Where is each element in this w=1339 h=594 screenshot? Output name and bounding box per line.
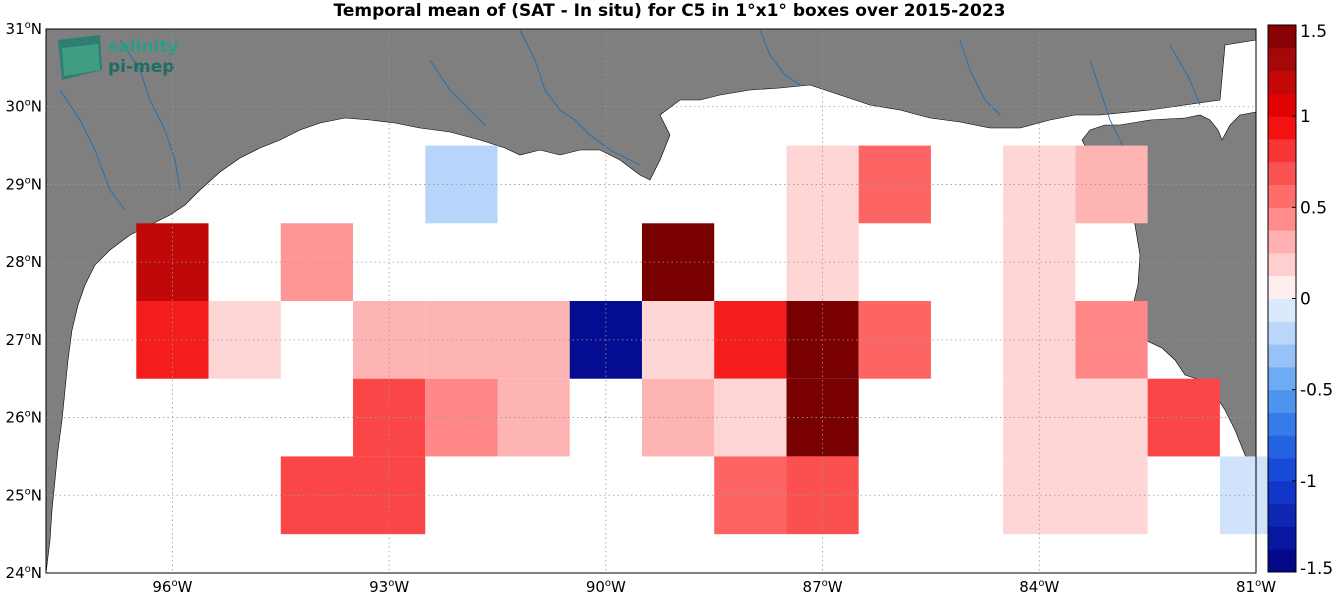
colorbar-level	[1268, 70, 1296, 94]
colorbar-level	[1268, 161, 1296, 186]
logo-line2: pi-mep	[108, 57, 174, 77]
colorbar-level	[1268, 25, 1296, 49]
colorbar-level	[1268, 275, 1296, 299]
land-north-coast	[45, 28, 1257, 574]
tick-label: 87oW	[803, 578, 843, 594]
colorbar-level	[1268, 480, 1296, 505]
colorbar-level	[1268, 298, 1296, 322]
river-st-johns	[1169, 44, 1201, 106]
river-suwannee	[1089, 59, 1126, 151]
colorbar-tick-label: -0.5	[1300, 381, 1333, 401]
tick-label: 84oW	[1019, 578, 1059, 594]
colorbar-level	[1268, 321, 1296, 345]
river-mississippi	[519, 29, 641, 166]
tick-label: 26oN	[6, 409, 42, 427]
colorbar-level	[1268, 435, 1296, 459]
colorbar-level	[1268, 116, 1296, 140]
tick-label: 90oW	[586, 578, 626, 594]
tick-label: 27oN	[6, 331, 42, 349]
tick-label: 81oW	[1236, 578, 1276, 594]
river-apalachicola	[959, 39, 1001, 116]
colorbar-level	[1268, 412, 1296, 436]
rivers-layer	[59, 29, 1201, 211]
colorbar-tick-label: 1	[1300, 107, 1311, 127]
map-title: Temporal mean of (SAT - In situ) for C5 …	[333, 1, 1006, 21]
logo: salinity pi-mep	[58, 35, 178, 80]
colorbar-tick-label: 0.5	[1300, 198, 1327, 218]
colorbar-level	[1268, 458, 1296, 482]
tick-label: 31oN	[6, 20, 42, 38]
river-alabama	[759, 29, 801, 86]
tick-label: 30oN	[6, 98, 42, 116]
colorbar-level	[1268, 47, 1296, 72]
colorbar-level	[1268, 207, 1296, 231]
colorbar	[1267, 24, 1297, 573]
tick-label: 25oN	[6, 486, 42, 504]
river-brazos	[59, 89, 126, 211]
tick-label: 96oW	[152, 578, 192, 594]
colorbar-level	[1268, 549, 1296, 573]
colorbar-level	[1268, 93, 1296, 117]
colorbar-level	[1268, 230, 1296, 254]
heatmap-cell	[497, 378, 570, 457]
tick-label: 28oN	[6, 253, 42, 271]
plot-frame	[45, 28, 1257, 574]
lat-tick-labels: 24oN 25oN 26oN 27oN 28oN 29oN 30oN 31oN	[6, 20, 42, 582]
colorbar-level	[1268, 526, 1296, 550]
colorbar-level	[1268, 389, 1296, 413]
river-atchafalaya	[429, 59, 486, 126]
colorbar-level	[1268, 503, 1296, 527]
colorbar-level	[1268, 366, 1296, 391]
colorbar-tick-label: -1.5	[1300, 559, 1333, 579]
tick-label: 29oN	[6, 175, 42, 193]
colorbar-level	[1268, 252, 1296, 277]
logo-line1: salinity	[108, 37, 178, 57]
colorbar-tick-labels: 1.5 1 0.5 0 -0.5 -1 -1.5	[1292, 22, 1333, 579]
tick-label: 24oN	[6, 564, 42, 582]
colorbar-tick-label: -1	[1300, 472, 1317, 492]
river-trinity	[119, 39, 181, 191]
colorbar-level	[1268, 138, 1296, 163]
colorbar-level	[1268, 184, 1296, 208]
colorbar-tick-label: 1.5	[1300, 22, 1327, 42]
heatmap-cell	[497, 301, 570, 379]
colorbar-level	[1268, 344, 1296, 368]
lon-tick-labels: 96oW 93oW 90oW 87oW 84oW 81oW	[152, 578, 1276, 594]
tick-label: 93oW	[369, 578, 409, 594]
colorbar-tick-label: 0	[1300, 290, 1311, 310]
